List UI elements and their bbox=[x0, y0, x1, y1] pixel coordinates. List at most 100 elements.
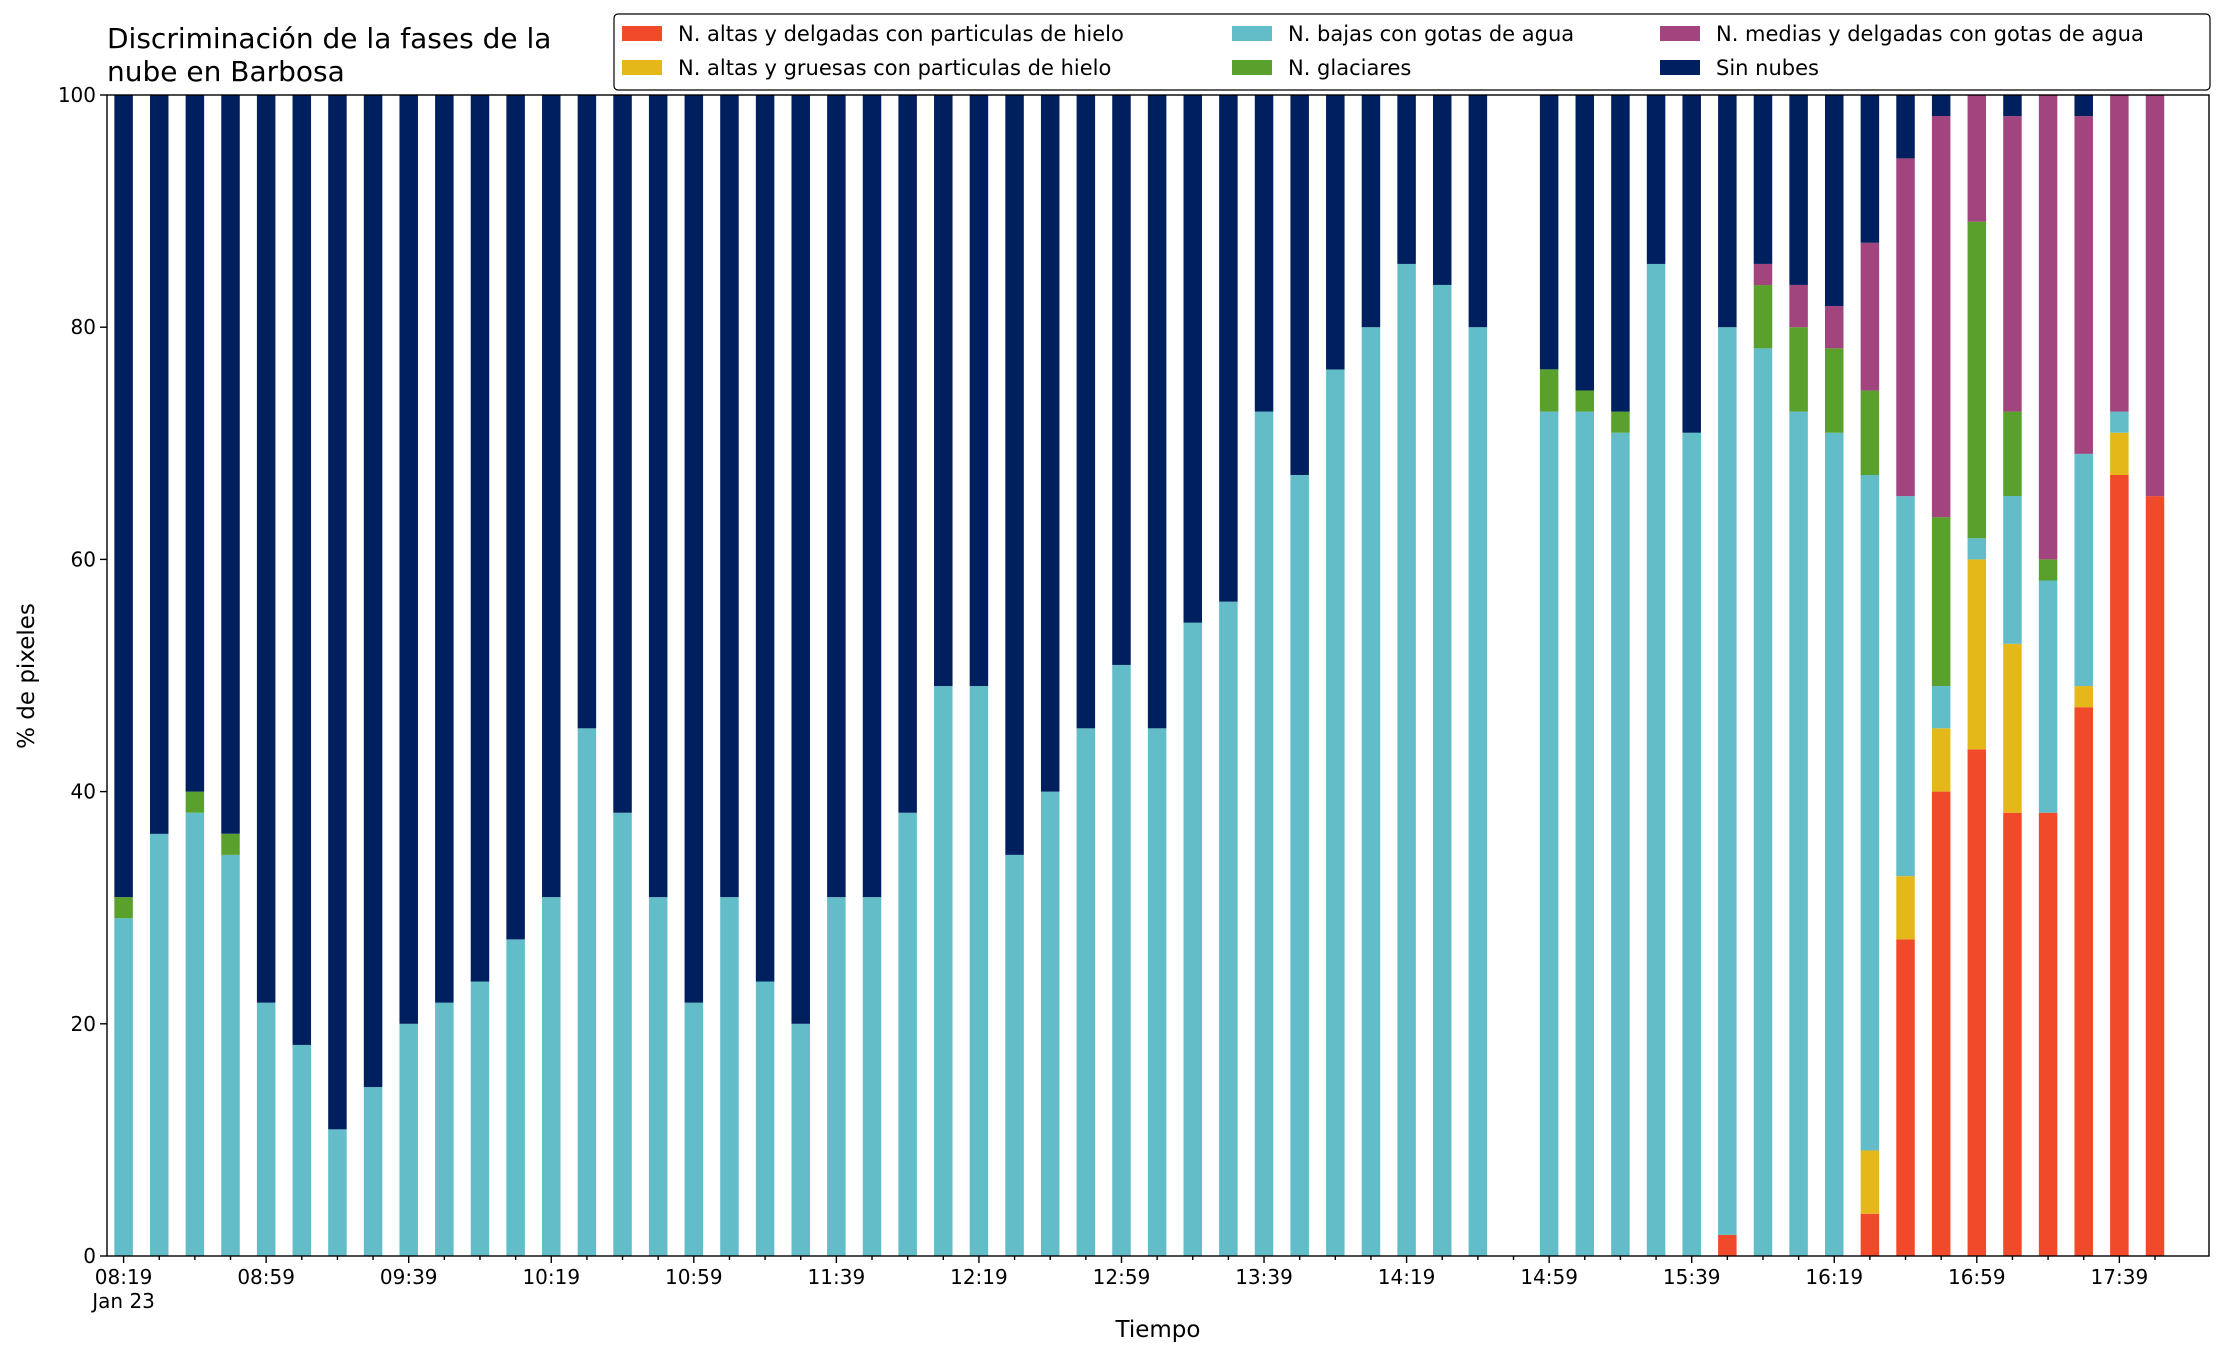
bar-segment bbox=[1860, 474, 1880, 1151]
legend-label: Sin nubes bbox=[1716, 56, 1819, 80]
bar-segment bbox=[2038, 580, 2058, 813]
bar-segment bbox=[1112, 664, 1131, 1256]
bar-segment bbox=[1825, 348, 1844, 433]
bar-segment bbox=[613, 812, 632, 1256]
x-tick-label: 17:39 bbox=[2091, 1265, 2149, 1289]
bar-segment bbox=[1931, 728, 1951, 792]
bar-segment bbox=[969, 686, 989, 1256]
bar-segment bbox=[2003, 643, 2022, 813]
x-tick-label: 14:59 bbox=[1520, 1265, 1578, 1289]
bar-segment bbox=[1789, 95, 1808, 285]
bar-segment bbox=[1076, 728, 1096, 1256]
bar-segment bbox=[1076, 95, 1096, 729]
bar-segment bbox=[1931, 686, 1951, 729]
bar-segment bbox=[1753, 95, 1773, 264]
bar-segment bbox=[221, 854, 240, 1256]
bar-segment bbox=[613, 95, 632, 813]
bar-segment bbox=[328, 1129, 347, 1256]
bar-segment bbox=[1825, 306, 1844, 349]
legend-label: N. altas y gruesas con particulas de hie… bbox=[678, 56, 1111, 80]
bar-segment bbox=[1539, 369, 1559, 412]
bar-segment bbox=[898, 812, 917, 1256]
bar-segment bbox=[648, 95, 668, 898]
bar-segment bbox=[1896, 939, 1915, 1256]
bar-segment bbox=[1860, 242, 1880, 391]
bar-segment bbox=[2074, 707, 2093, 1256]
bar-segment bbox=[2003, 116, 2022, 412]
bar-segment bbox=[969, 95, 989, 687]
x-tick-label: 08:59 bbox=[237, 1265, 295, 1289]
bar-segment bbox=[2038, 95, 2058, 560]
bar-segment bbox=[755, 95, 775, 982]
bar-segment bbox=[1005, 854, 1024, 1256]
bar-segment bbox=[114, 897, 133, 919]
bar-segment bbox=[1539, 411, 1559, 1256]
bar-segment bbox=[435, 95, 454, 1003]
bar-segment bbox=[470, 95, 490, 982]
bar-segment bbox=[2003, 496, 2022, 644]
bar-segment bbox=[1789, 284, 1808, 328]
bar-segment bbox=[149, 833, 169, 1256]
bar-segment bbox=[185, 812, 205, 1256]
bar-segment bbox=[1290, 474, 1309, 1256]
bar-segment bbox=[506, 95, 525, 940]
bar-segment bbox=[1575, 390, 1595, 412]
bar-segment bbox=[1825, 432, 1844, 1257]
bar-segment bbox=[934, 95, 953, 687]
bar-segment bbox=[1753, 285, 1773, 349]
bar-segment bbox=[898, 95, 917, 813]
bar-segment bbox=[1468, 95, 1488, 328]
x-tick-label: 16:59 bbox=[1948, 1265, 2006, 1289]
bar-segment bbox=[1646, 95, 1666, 264]
legend-swatch bbox=[1232, 26, 1272, 41]
legend-frame bbox=[613, 13, 2211, 91]
legend-swatch bbox=[622, 60, 662, 75]
x-tick-label: 12:19 bbox=[950, 1265, 1008, 1289]
bar-segment bbox=[1860, 95, 1880, 243]
bar-segment bbox=[827, 95, 846, 898]
bar-segment bbox=[1967, 559, 1987, 750]
bar-segment bbox=[2003, 411, 2022, 497]
bar-segment bbox=[862, 897, 882, 1256]
bar-segment bbox=[542, 95, 561, 898]
bar-segment bbox=[1931, 116, 1951, 518]
bar-segment bbox=[328, 95, 347, 1130]
bar-segment bbox=[221, 94, 240, 834]
legend-label: N. altas y delgadas con particulas de hi… bbox=[678, 22, 1124, 46]
bar-segment bbox=[1611, 95, 1630, 412]
legend-label: N. medias y delgadas con gotas de agua bbox=[1716, 22, 2144, 46]
legend-swatch bbox=[1660, 60, 1700, 75]
y-tick-label: 100 bbox=[58, 83, 96, 107]
bar-segment bbox=[1718, 327, 1737, 1235]
bar-segment bbox=[1290, 95, 1309, 475]
legend-label: N. bajas con gotas de agua bbox=[1288, 22, 1574, 46]
bar-segment bbox=[185, 791, 205, 813]
bar-segment bbox=[1682, 95, 1701, 433]
plot-frame bbox=[106, 94, 2210, 1257]
bar-segment bbox=[2074, 686, 2093, 708]
bar-segment bbox=[1468, 327, 1488, 1256]
bar-segment bbox=[2074, 95, 2093, 117]
bar-segment bbox=[470, 981, 490, 1256]
bar-segment bbox=[1539, 94, 1559, 370]
bar-segment bbox=[1825, 95, 1844, 307]
bar-segment bbox=[2145, 496, 2165, 1256]
bar-segment bbox=[542, 897, 561, 1256]
bar-segment bbox=[1361, 327, 1381, 1256]
bar-segment bbox=[1397, 263, 1416, 1256]
bar-segment bbox=[1575, 95, 1595, 391]
bar-segment bbox=[1432, 95, 1452, 285]
bar-segment bbox=[1967, 221, 1987, 539]
y-tick-label: 60 bbox=[71, 547, 96, 571]
bar-segment bbox=[720, 897, 739, 1256]
bar-segment bbox=[1040, 791, 1060, 1256]
y-tick-label: 40 bbox=[71, 780, 96, 804]
bar-segment bbox=[1361, 95, 1381, 328]
bar-segment bbox=[1326, 95, 1345, 370]
bar-segment bbox=[1397, 95, 1416, 264]
bar-segment bbox=[755, 981, 775, 1256]
bar-segment bbox=[2003, 95, 2022, 117]
bar-segment bbox=[506, 939, 525, 1256]
bar-segment bbox=[114, 918, 133, 1256]
bar-segment bbox=[1753, 348, 1773, 1256]
